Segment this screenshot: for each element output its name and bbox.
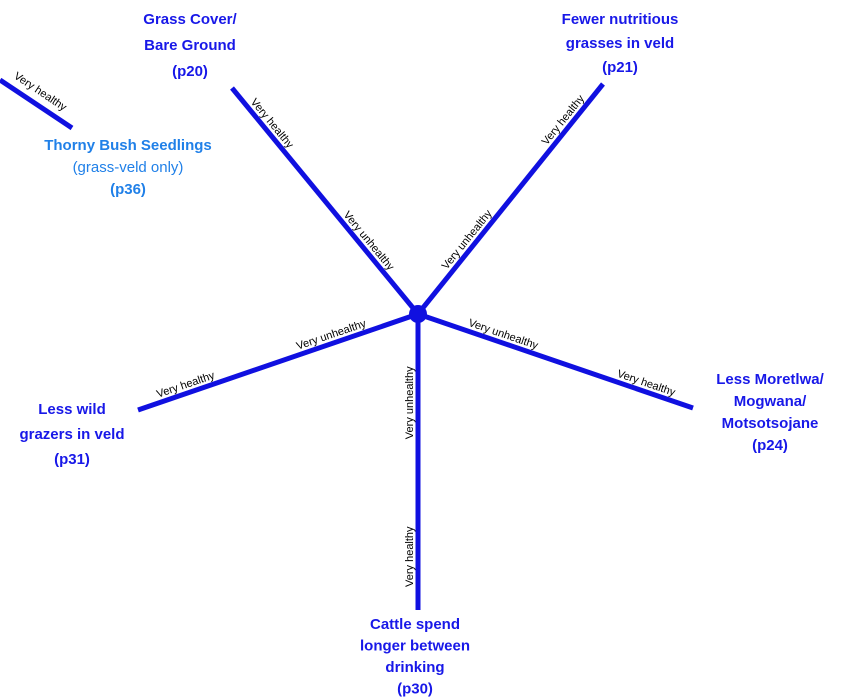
- axis-line: [137, 311, 419, 413]
- legend-subtitle: (grass-veld only): [73, 159, 184, 176]
- axis-title: Mogwana/: [734, 393, 807, 410]
- axis-title: (p21): [602, 59, 638, 76]
- axis-title: Less wild: [38, 401, 106, 418]
- legend-line: [0, 77, 74, 131]
- axis-title: grazers in veld: [19, 426, 124, 443]
- axis-title: Bare Ground: [144, 37, 236, 54]
- legend-ref: (p36): [110, 181, 146, 198]
- axis-line: [230, 86, 420, 316]
- center-dot: [409, 305, 427, 323]
- axis-unhealthy-label: Very unhealthy: [440, 207, 495, 272]
- axis-title: Less Moretlwa/: [716, 371, 824, 388]
- axis-title: Cattle spend: [370, 616, 460, 633]
- axis-unhealthy-label: Very unhealthy: [404, 366, 416, 439]
- axis-healthy-label: Very healthy: [540, 93, 588, 148]
- legend-title: Thorny Bush Seedlings: [44, 137, 212, 154]
- axis-title: Motsotsojane: [722, 415, 819, 432]
- axis-title: (p24): [752, 437, 788, 454]
- axis-unhealthy-label: Very unhealthy: [341, 209, 397, 273]
- axis-title: drinking: [385, 659, 444, 676]
- axis-title: grasses in veld: [566, 35, 674, 52]
- axis-title: (p30): [397, 680, 433, 697]
- axis-line: [417, 311, 694, 411]
- axis-title: longer between: [360, 637, 470, 654]
- axis-line: [416, 82, 605, 316]
- axis-title: Grass Cover/: [143, 11, 237, 28]
- axis-title: (p20): [172, 63, 208, 80]
- axis-healthy-label: Very healthy: [404, 526, 416, 587]
- axis-healthy-label: Very healthy: [248, 96, 296, 151]
- axis-title: Fewer nutritious: [562, 11, 679, 28]
- axis-title: (p31): [54, 451, 90, 468]
